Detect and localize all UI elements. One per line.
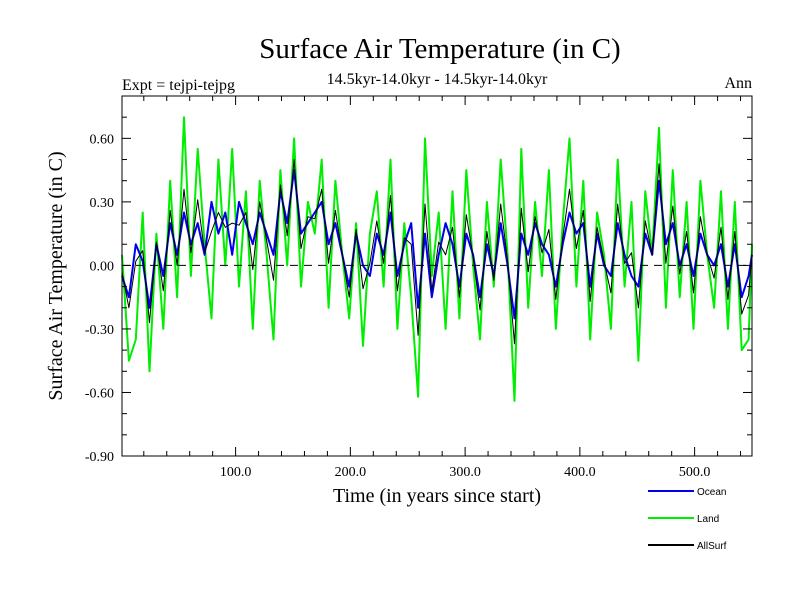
season-label: Ann	[724, 75, 752, 92]
series-line-allsurf	[121, 159, 753, 345]
chart-subtitle: 14.5kyr-14.0kyr - 14.5kyr-14.0kyr	[327, 71, 548, 88]
chart-title: Surface Air Temperature (in C)	[259, 33, 620, 65]
legend-label-allsurf: AllSurf	[697, 541, 727, 552]
series-layer	[121, 116, 753, 402]
axis-layer: -0.90 -0.60 -0.30 0.00 0.30 0.60 100.0 200.0 300…	[85, 95, 753, 480]
y-axis-label: Surface Air Temperature (in C)	[45, 151, 67, 400]
y-tick-label: 0.60	[90, 132, 115, 147]
y-tick-label: 0.30	[90, 196, 115, 211]
x-axis-label: Time (in years since start)	[333, 485, 541, 507]
y-tick-label: -0.60	[85, 386, 114, 401]
x-tick-label: 200.0	[335, 465, 367, 480]
x-tick-label: 400.0	[564, 465, 596, 480]
experiment-label: Expt = tejpi-tejpg	[122, 77, 235, 94]
x-tick-label: 100.0	[220, 465, 252, 480]
series-line-ocean	[121, 169, 753, 320]
legend: Ocean Land AllSurf	[648, 487, 727, 552]
y-tick-label: -0.30	[85, 323, 114, 338]
legend-label-ocean: Ocean	[697, 487, 726, 498]
legend-label-land: Land	[697, 514, 719, 525]
x-tick-label: 500.0	[679, 465, 711, 480]
plot-frame	[121, 95, 753, 457]
x-tick-label: 300.0	[449, 465, 481, 480]
y-tick-label: 0.00	[90, 259, 115, 274]
y-tick-label: -0.90	[85, 450, 114, 465]
